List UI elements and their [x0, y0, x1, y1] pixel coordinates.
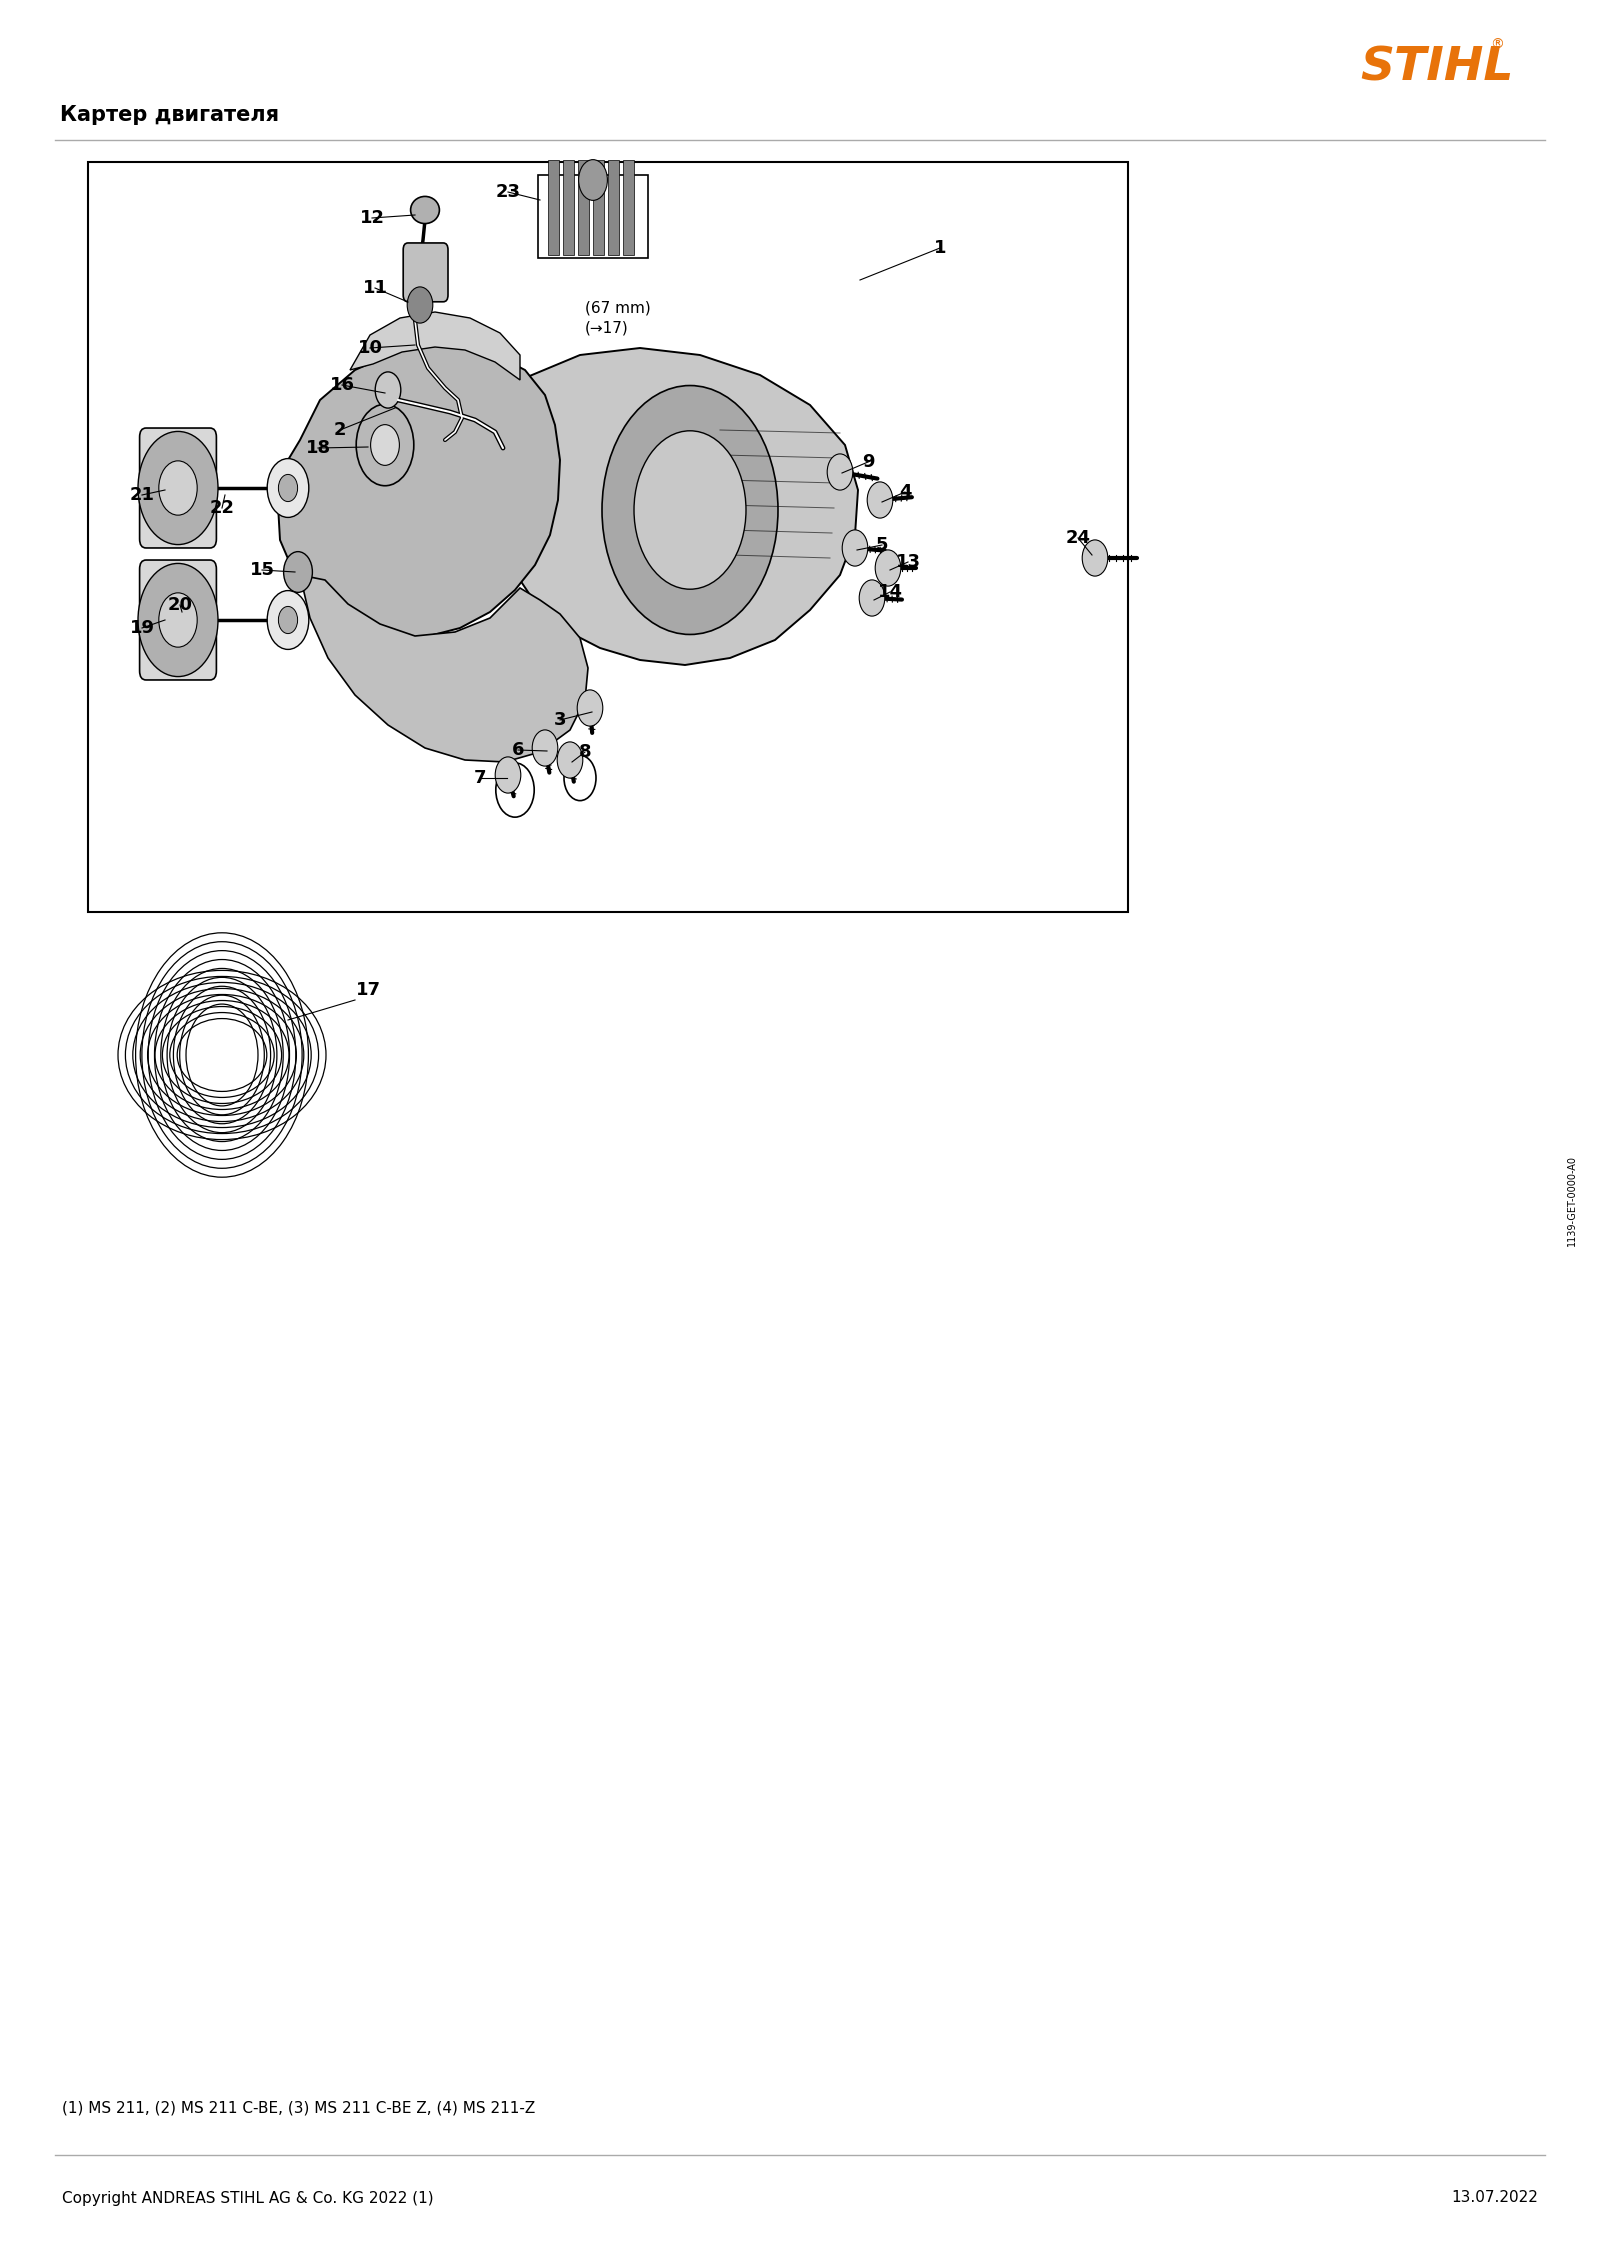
Bar	[538, 174, 648, 258]
Text: 19: 19	[130, 620, 155, 636]
Text: 18: 18	[306, 439, 331, 457]
Polygon shape	[301, 575, 589, 763]
Circle shape	[406, 287, 432, 324]
Circle shape	[496, 756, 520, 792]
FancyBboxPatch shape	[139, 428, 216, 548]
Circle shape	[634, 430, 746, 588]
Text: STIHL: STIHL	[1360, 45, 1514, 91]
Text: 13: 13	[896, 552, 920, 570]
FancyBboxPatch shape	[403, 242, 448, 301]
Polygon shape	[278, 344, 560, 638]
Circle shape	[867, 482, 893, 518]
Text: 10: 10	[357, 339, 382, 358]
Circle shape	[138, 563, 218, 677]
Circle shape	[602, 385, 778, 634]
Text: ®: ®	[1490, 38, 1504, 52]
Text: 20: 20	[168, 595, 192, 613]
Text: 11: 11	[363, 278, 387, 296]
Text: 21: 21	[130, 487, 155, 505]
Circle shape	[374, 371, 400, 407]
Text: 1139-GET-0000-A0: 1139-GET-0000-A0	[1566, 1154, 1578, 1245]
Bar	[547, 161, 560, 256]
Text: 16: 16	[330, 376, 355, 394]
Text: 24: 24	[1066, 530, 1091, 548]
Circle shape	[357, 405, 414, 487]
Text: 7: 7	[474, 769, 486, 788]
Text: 5: 5	[875, 536, 888, 554]
Circle shape	[875, 550, 901, 586]
Text: (→17): (→17)	[586, 321, 629, 335]
Text: (67 mm): (67 mm)	[586, 301, 651, 315]
Circle shape	[138, 432, 218, 545]
Text: (1) MS 211, (2) MS 211 C-BE, (3) MS 211 C-BE Z, (4) MS 211-Z: (1) MS 211, (2) MS 211 C-BE, (3) MS 211 …	[62, 2100, 536, 2116]
Bar	[88, 163, 1128, 912]
Circle shape	[158, 462, 197, 516]
Circle shape	[578, 690, 603, 726]
Bar	[578, 161, 589, 256]
Circle shape	[557, 742, 582, 778]
Circle shape	[579, 161, 608, 201]
Circle shape	[1082, 541, 1107, 577]
Bar	[563, 161, 574, 256]
Circle shape	[158, 593, 197, 647]
Circle shape	[371, 425, 400, 466]
Text: 23: 23	[496, 183, 520, 201]
Polygon shape	[350, 312, 520, 380]
Text: 22: 22	[210, 500, 235, 516]
Text: 8: 8	[579, 742, 592, 760]
Text: 3: 3	[554, 711, 566, 729]
Text: Картер двигателя: Картер двигателя	[61, 104, 278, 124]
Circle shape	[267, 591, 309, 649]
Text: 13.07.2022: 13.07.2022	[1451, 2191, 1538, 2206]
Text: 1: 1	[934, 240, 946, 258]
Circle shape	[278, 606, 298, 634]
Circle shape	[533, 731, 558, 767]
Ellipse shape	[411, 197, 440, 224]
Bar	[622, 161, 634, 256]
Text: 4: 4	[899, 482, 912, 500]
Bar	[594, 161, 605, 256]
Text: 2: 2	[334, 421, 346, 439]
Circle shape	[283, 552, 312, 593]
Text: 15: 15	[250, 561, 275, 579]
FancyBboxPatch shape	[139, 559, 216, 679]
Text: 14: 14	[877, 584, 902, 602]
Circle shape	[827, 455, 853, 491]
Text: 9: 9	[862, 453, 874, 471]
Circle shape	[859, 579, 885, 616]
Bar	[608, 161, 619, 256]
Polygon shape	[510, 349, 858, 665]
Text: 6: 6	[512, 740, 525, 758]
Circle shape	[842, 530, 867, 566]
Circle shape	[267, 459, 309, 518]
Text: Copyright ANDREAS STIHL AG & Co. KG 2022 (1): Copyright ANDREAS STIHL AG & Co. KG 2022…	[62, 2191, 434, 2206]
Text: 12: 12	[360, 208, 384, 226]
Circle shape	[278, 475, 298, 502]
Text: 17: 17	[355, 980, 381, 998]
